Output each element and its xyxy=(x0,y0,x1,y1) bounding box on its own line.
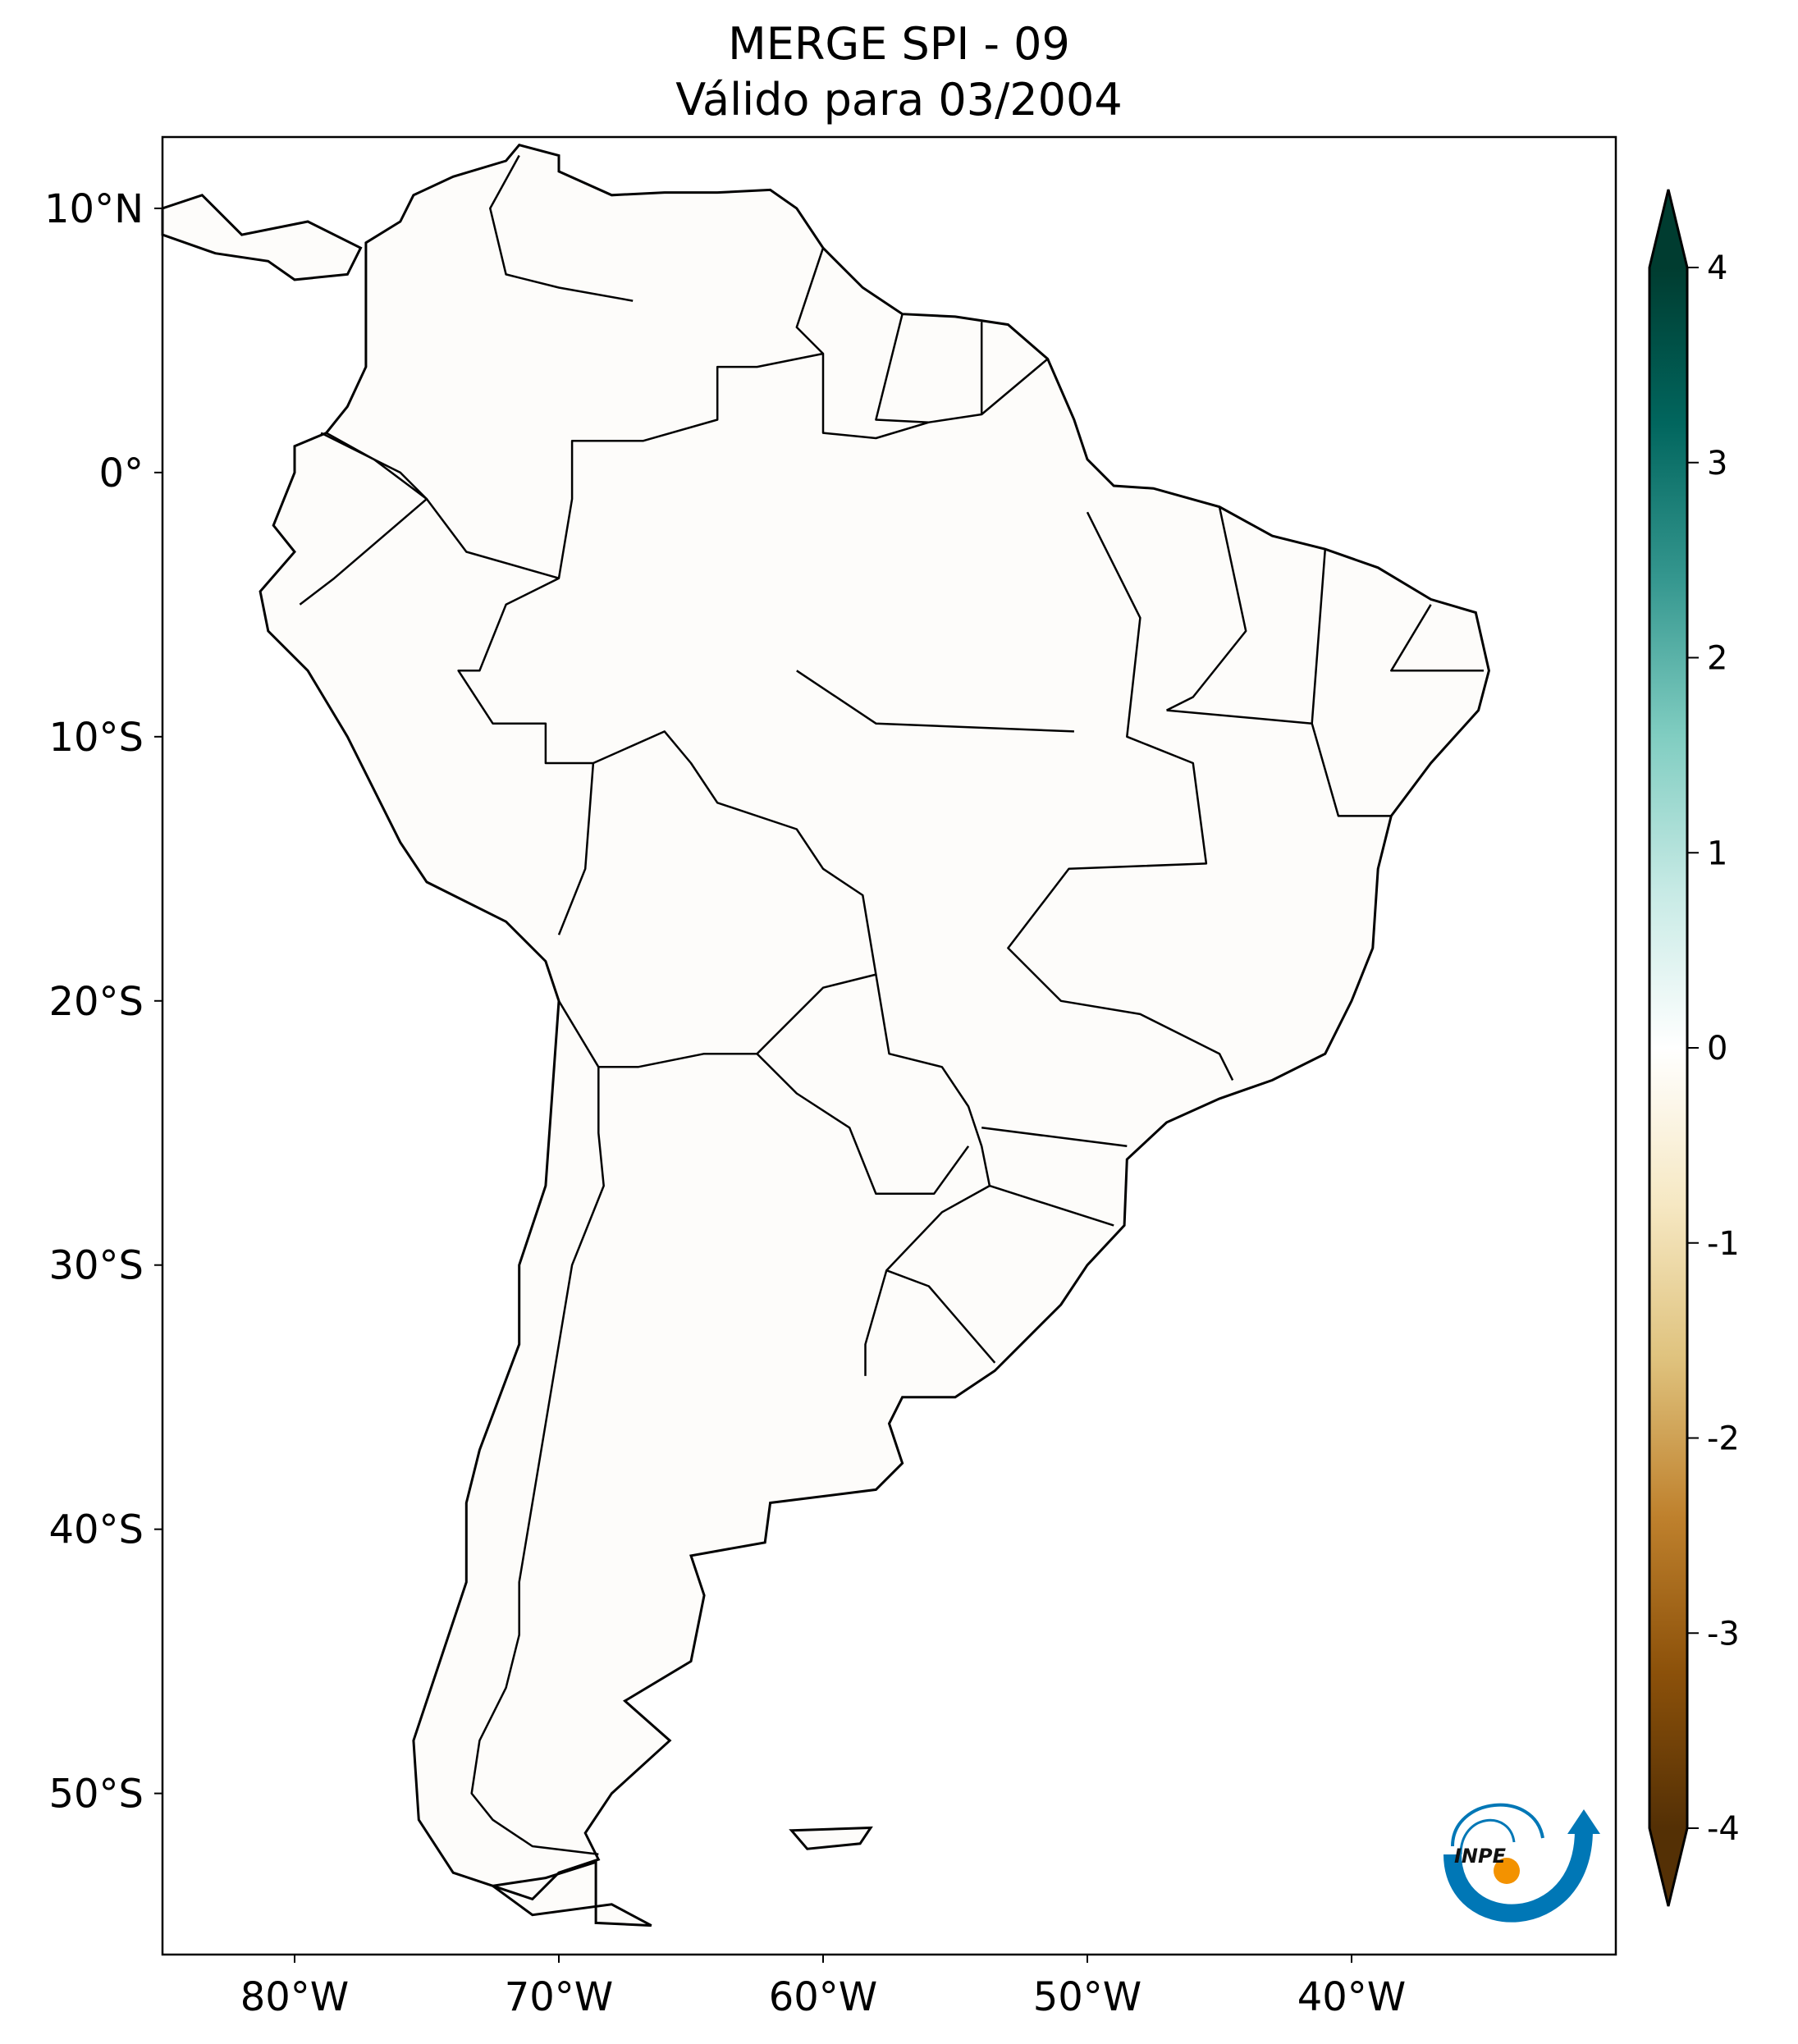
border-line xyxy=(457,352,1049,1364)
colorbar-tick-label: -2 xyxy=(1707,1420,1740,1458)
colorbar-tick-label: 3 xyxy=(1707,445,1727,482)
lat-tick-label: 10°N xyxy=(44,186,144,232)
colorbar-max-extend xyxy=(1649,190,1687,268)
colorbar-tick-label: -4 xyxy=(1707,1810,1740,1848)
border-line xyxy=(1311,549,1327,724)
lat-tick-label: 0° xyxy=(98,450,144,496)
lon-tick-label: 80°W xyxy=(240,1974,350,2020)
lon-tick-label: 50°W xyxy=(1033,1974,1142,2020)
inpe-logo: INPE xyxy=(1443,1803,1600,1923)
border-line xyxy=(796,670,1074,733)
lat-tick-label: 20°S xyxy=(48,979,144,1025)
lon-tick-label: 70°W xyxy=(505,1974,614,2020)
colorbar-tick-label: 4 xyxy=(1707,249,1727,287)
map-title-line1: MERGE SPI - 09 xyxy=(728,18,1070,70)
axis-ticks: 10°N 0° 10°S 20°S 30°S 40°S 50°S 80°W 70°W 60°W 50… xyxy=(44,186,1406,2020)
border-line xyxy=(875,313,929,423)
border-line xyxy=(1166,709,1392,817)
border-line xyxy=(981,1127,1128,1148)
border-line xyxy=(864,1269,888,1376)
colorbar: 4 3 2 1 0 -1 -2 -3 -4 xyxy=(1648,189,1740,1907)
colorbar-tick-label: 0 xyxy=(1707,1030,1727,1068)
coastline-segment xyxy=(489,1860,652,1927)
inpe-logo-text: INPE xyxy=(1454,1845,1507,1868)
lat-tick-label: 30°S xyxy=(48,1243,144,1289)
coastline-segment xyxy=(789,1826,873,1850)
lat-tick-label: 10°S xyxy=(48,715,144,761)
lat-tick-label: 50°S xyxy=(48,1772,144,1818)
border-line xyxy=(795,247,825,354)
lat-tick-label: 40°S xyxy=(48,1507,144,1553)
colorbar-tick-label: -3 xyxy=(1707,1615,1740,1653)
colorbar-tick-label: -1 xyxy=(1707,1225,1740,1263)
colorbar-gradient xyxy=(1649,268,1687,1828)
border-line xyxy=(1390,604,1484,672)
border-line xyxy=(489,154,634,302)
colorbar-min-extend xyxy=(1649,1828,1687,1906)
border-line xyxy=(470,1000,605,1855)
border-line xyxy=(325,432,560,579)
border-line xyxy=(557,762,595,935)
map-title-line2: Válido para 03/2004 xyxy=(675,74,1123,126)
colorbar-tick-label: 2 xyxy=(1707,640,1727,678)
border-line xyxy=(989,1184,1114,1227)
border-line xyxy=(756,1053,970,1196)
border-line xyxy=(1007,511,1234,1081)
border-line xyxy=(598,973,876,1068)
border-line xyxy=(1166,506,1247,711)
map-frame xyxy=(161,135,1617,1956)
lon-tick-label: 40°W xyxy=(1297,1974,1407,2020)
colorbar-tick-label: 1 xyxy=(1707,835,1727,872)
coastline-segment xyxy=(161,194,363,281)
land-area xyxy=(162,144,1489,1926)
country-borders xyxy=(299,154,1484,1855)
lon-tick-label: 60°W xyxy=(769,1974,878,2020)
